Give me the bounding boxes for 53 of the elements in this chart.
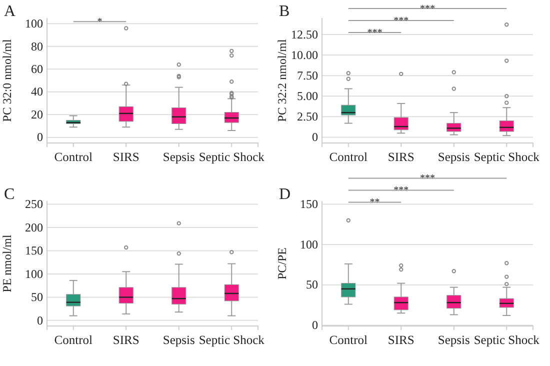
x-tick-label: Septic Shock — [474, 150, 540, 164]
x-tick-label: SIRS — [112, 150, 140, 164]
x-tick-label: Sepsis — [438, 332, 470, 347]
y-tick-label: 5.00 — [297, 88, 318, 103]
annotation: ** — [370, 197, 380, 208]
y-tick-label: 0 — [312, 318, 318, 332]
chart-title: B — [279, 3, 290, 20]
annotation: *** — [394, 15, 409, 26]
y-tick-label: 80 — [31, 39, 43, 54]
annotation: *** — [367, 27, 382, 38]
y-tick-label: 150 — [25, 244, 43, 258]
y-tick-label: 150 — [300, 197, 318, 212]
y-tick-label: 7.50 — [297, 68, 318, 82]
x-tick-label: Control — [329, 150, 368, 164]
y-axis-title: PC 32:0 nmol/ml — [0, 38, 14, 122]
chart-title: D — [279, 186, 291, 203]
y-tick-label: 12.50 — [291, 27, 318, 42]
annotation: * — [97, 16, 102, 28]
y-tick-label: 0 — [312, 130, 318, 144]
x-tick-label: SIRS — [112, 332, 140, 347]
y-axis-title: PE nmol/ml — [0, 234, 14, 292]
chart-title: C — [4, 186, 15, 203]
x-tick-label: Sepsis — [162, 150, 195, 164]
y-tick-label: 50 — [31, 290, 43, 304]
x-tick-label: SIRS — [388, 150, 414, 164]
x-tick-label: Septic Shock — [198, 150, 266, 164]
chart-title: A — [4, 3, 16, 20]
x-tick-label: Septic Shock — [474, 332, 540, 347]
x-tick-label: Control — [54, 332, 93, 347]
y-tick-label: 0 — [37, 130, 43, 144]
y-tick-label: 0 — [37, 313, 43, 328]
x-tick-label: Septic Shock — [198, 332, 266, 347]
y-tick-label: 60 — [31, 62, 43, 76]
y-tick-label: 250 — [25, 197, 43, 212]
y-tick-label: 100 — [25, 266, 43, 281]
y-tick-label: 100 — [25, 16, 43, 31]
y-tick-label: 100 — [300, 237, 318, 252]
x-tick-label: Sepsis — [162, 332, 195, 347]
y-tick-label: 40 — [31, 84, 43, 99]
y-tick-label: 10.00 — [291, 48, 318, 62]
y-axis-title: PC/PE — [275, 247, 289, 280]
y-tick-label: 50 — [306, 278, 318, 292]
x-tick-label: SIRS — [388, 332, 414, 347]
text: *** — [420, 3, 435, 14]
x-tick-label: Control — [54, 150, 93, 164]
y-tick-label: 200 — [25, 220, 43, 234]
y-tick-label: 20 — [31, 107, 43, 122]
y-axis-title: PC 32:2 nmol/ml — [275, 38, 289, 122]
y-tick-label: 2.50 — [297, 110, 318, 124]
x-tick-label: Sepsis — [438, 150, 470, 164]
text: *** — [394, 185, 409, 196]
x-tick-label: Control — [329, 332, 368, 347]
text: *** — [420, 173, 435, 184]
